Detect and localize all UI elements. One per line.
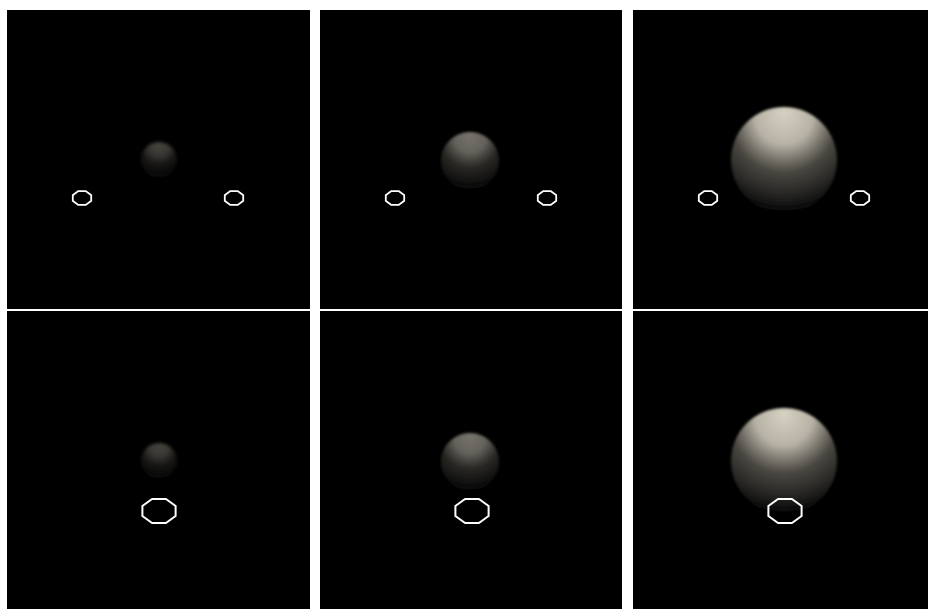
bottom-marker-ring: [767, 498, 803, 524]
sphere-object: [731, 107, 837, 213]
bottom-marker-ring: [454, 498, 490, 524]
left-marker-ring: [71, 190, 93, 206]
panel-canvas: [731, 408, 837, 524]
left-marker-ring: [697, 190, 719, 206]
sphere-object: [441, 132, 499, 190]
panel-canvas: [697, 107, 871, 213]
panel-canvas: [141, 443, 177, 524]
sphere-object: [441, 433, 499, 491]
bottom-marker-ring: [141, 498, 177, 524]
panel-canvas: [441, 433, 499, 524]
sphere-object: [731, 408, 837, 514]
panel-canvas: [71, 142, 245, 206]
left-marker-ring: [384, 190, 406, 206]
panel-top-left: [7, 10, 310, 309]
panel-top-middle: [320, 10, 622, 309]
panel-top-right: [633, 10, 928, 309]
panel-bottom-left: [7, 311, 310, 609]
panel-canvas: [384, 132, 558, 206]
sphere-object: [141, 443, 177, 479]
right-marker-ring: [536, 190, 558, 206]
sphere-object: [141, 142, 177, 178]
panel-bottom-right: [633, 311, 928, 609]
right-marker-ring: [849, 190, 871, 206]
panel-bottom-middle: [320, 311, 622, 609]
right-marker-ring: [223, 190, 245, 206]
